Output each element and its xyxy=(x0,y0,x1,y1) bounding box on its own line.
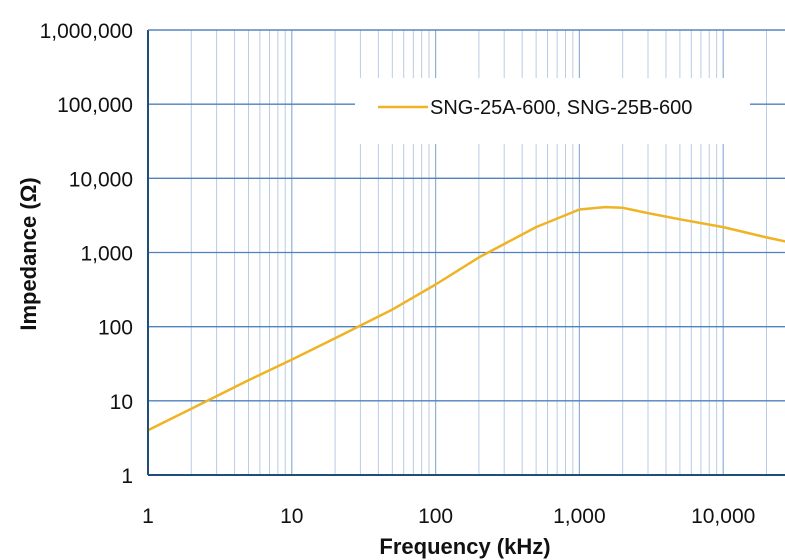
series-line xyxy=(146,205,785,432)
y-tick-label: 1 xyxy=(121,465,133,488)
x-tick-label: 1,000 xyxy=(553,505,606,528)
axes xyxy=(147,29,785,476)
x-tick-label: 1 xyxy=(142,505,154,528)
x-axis-title: Frequency (kHz) xyxy=(379,534,550,559)
x-tick-label: 10,000 xyxy=(691,505,755,528)
y-tick-label: 1,000,000 xyxy=(40,20,133,43)
x-tick-label: 100 xyxy=(418,505,453,528)
y-tick-label: 10,000 xyxy=(69,168,133,191)
legend: SNG-25A-600, SNG-25B-600 xyxy=(355,78,750,144)
legend-box xyxy=(355,78,750,144)
y-tick-label: 100,000 xyxy=(57,94,133,117)
x-tick-label: 10 xyxy=(280,505,303,528)
series-layer xyxy=(146,205,785,432)
legend-label: SNG-25A-600, SNG-25B-600 xyxy=(430,97,692,119)
y-tick-label: 1,000 xyxy=(80,243,133,266)
tick-labels: 1 10 100 1,000 10,000 1 10 100 1,000 10,000 100,00… xyxy=(40,20,756,528)
y-axis-title: Impedance (Ω) xyxy=(16,177,41,330)
y-tick-label: 10 xyxy=(110,391,133,414)
y-tick-label: 100 xyxy=(98,317,133,340)
